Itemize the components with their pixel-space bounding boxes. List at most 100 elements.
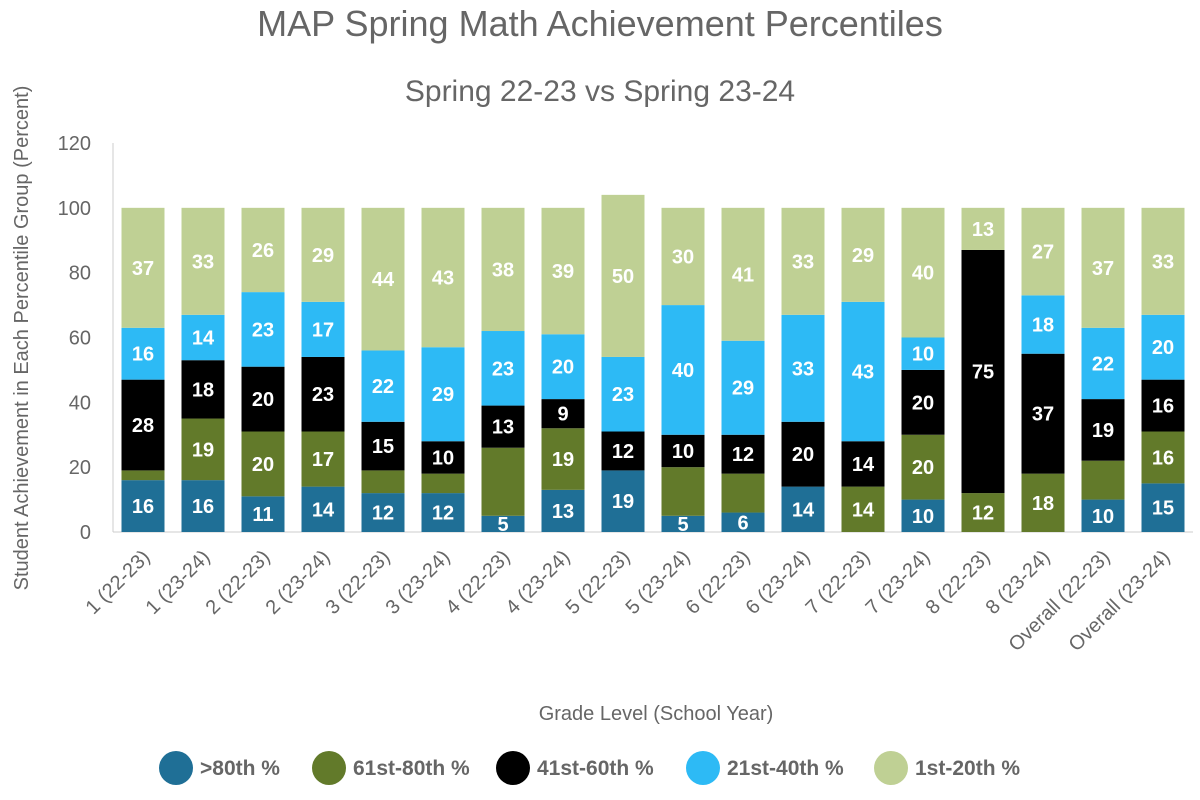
bar-data-label: 29: [432, 384, 454, 406]
bar-segment: [661, 467, 705, 516]
bar-segment: [781, 207, 825, 315]
bar-data-label: 10: [1092, 506, 1114, 528]
bar-segment: [661, 207, 705, 306]
bar-data-label: 40: [912, 263, 934, 285]
bar-segment: [961, 207, 1005, 250]
bar-segment: [481, 515, 525, 532]
bar-segment: [601, 431, 645, 471]
bar-data-label: 13: [552, 501, 574, 523]
bar-segment: [1141, 431, 1185, 484]
bar-segment: [361, 350, 405, 422]
bar-data-label: 50: [612, 266, 634, 288]
bar-segment: [361, 207, 405, 351]
bar-segment: [181, 360, 225, 419]
legend-swatch: [496, 751, 530, 785]
bar-segment: [541, 428, 585, 490]
bars: 16 28 16 37 16 19 18 14 33 11 20 20 23 26 14 17 23 17 29 12…: [121, 194, 1185, 536]
bar-data-label: 10: [912, 506, 934, 528]
x-tick-label: 6 (22-23): [682, 546, 755, 619]
x-tick-label: 3 (23-24): [382, 546, 455, 619]
bar-segment: [781, 421, 825, 487]
bar-segment: [241, 207, 285, 293]
bar-segment: [781, 314, 825, 422]
bar-data-label: 22: [372, 376, 394, 398]
bar-segment: [481, 405, 525, 448]
bar-data-label: 20: [792, 444, 814, 466]
bar-segment: [121, 379, 165, 471]
bar-segment: [241, 431, 285, 497]
bar-segment: [841, 486, 885, 532]
bar-segment: [121, 480, 165, 532]
bar-segment: [361, 493, 405, 532]
legend: >80th % 61st-80th % 41st-60th % 21st-40th %…: [159, 751, 1020, 785]
bar-data-label: 16: [132, 496, 154, 518]
bar-data-label: 15: [372, 436, 394, 458]
bar-data-label: 41: [732, 264, 754, 286]
bar-segment: [961, 493, 1005, 532]
x-tick-label: 2 (22-23): [202, 546, 275, 619]
bar-segment: [721, 207, 765, 341]
bar-data-label: 6: [737, 512, 748, 534]
bar-segment: [241, 496, 285, 532]
bar-segment: [301, 486, 345, 532]
bar-data-label: 29: [312, 245, 334, 267]
bar-segment: [601, 356, 645, 432]
bar-data-label: 20: [912, 457, 934, 479]
bar-segment: [1081, 399, 1125, 461]
bar-segment: [421, 347, 465, 442]
legend-label: 41st-60th %: [537, 757, 654, 780]
bar-segment: [1081, 207, 1125, 328]
bar-data-label: 16: [192, 496, 214, 518]
x-axis: 1 (22-23)1 (23-24)2 (22-23)2 (23-24)3 (2…: [82, 546, 1175, 656]
bar-data-label: 30: [672, 246, 694, 268]
bar-segment: [661, 515, 705, 532]
bar-segment: [481, 447, 525, 516]
bar-data-label: 20: [252, 389, 274, 411]
bar-segment: [361, 470, 405, 494]
bar-segment: [1141, 483, 1185, 532]
bar-data-label: 17: [312, 449, 334, 471]
legend-label: 61st-80th %: [353, 757, 470, 780]
chart-title: MAP Spring Math Achievement Percentiles: [257, 3, 943, 44]
bar-data-label: 37: [132, 258, 154, 280]
bar-segment: [601, 470, 645, 532]
y-axis-label: Student Achievement in Each Percentile G…: [11, 86, 33, 591]
bar-segment: [781, 486, 825, 532]
bar-segment: [901, 337, 945, 370]
bar-segment: [1081, 499, 1125, 532]
x-axis-label: Grade Level (School Year): [539, 703, 774, 725]
bar-data-label: 16: [132, 344, 154, 366]
x-tick-label: 5 (23-24): [622, 546, 695, 619]
x-tick-label: 5 (22-23): [562, 546, 635, 619]
x-tick-label: 6 (23-24): [742, 546, 815, 619]
bar-segment: [721, 512, 765, 532]
bar-segment: [841, 207, 885, 302]
bar-data-label: 75: [972, 362, 994, 384]
bar-data-label: 18: [1032, 493, 1054, 515]
y-axis: 0 20 40 60 80 100 120: [58, 133, 1193, 544]
bar-data-label: 23: [252, 319, 274, 341]
x-tick-label: 3 (22-23): [322, 546, 395, 619]
bar-data-label: 19: [552, 449, 574, 471]
bar-data-label: 28: [132, 415, 154, 437]
bar-data-label: 19: [192, 439, 214, 461]
bar-segment: [721, 434, 765, 474]
x-tick-label: 1 (23-24): [142, 546, 215, 619]
x-tick-label: 4 (23-24): [502, 546, 575, 619]
bar-segment: [541, 334, 585, 400]
bar-segment: [301, 431, 345, 487]
bar-data-label: 12: [612, 441, 634, 463]
bar-data-label: 16: [1152, 447, 1174, 469]
y-tick-label: 40: [69, 392, 91, 414]
bar-data-label: 12: [372, 503, 394, 525]
bar-segment: [661, 305, 705, 435]
x-tick-label: 8 (22-23): [922, 546, 995, 619]
bar-data-label: 15: [1152, 498, 1174, 520]
bar-segment: [901, 207, 945, 338]
bar-segment: [541, 489, 585, 532]
bar-segment: [301, 207, 345, 302]
bar-data-label: 20: [1152, 337, 1174, 359]
bar-segment: [181, 207, 225, 315]
bar-data-label: 27: [1032, 242, 1054, 264]
bar-data-label: 44: [372, 269, 395, 291]
